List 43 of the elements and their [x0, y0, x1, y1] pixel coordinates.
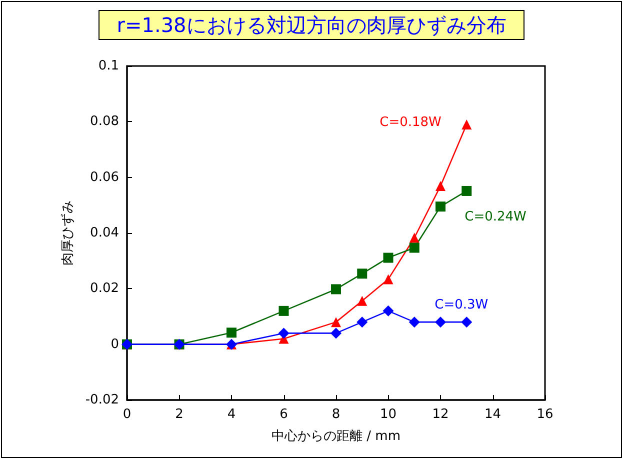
- point: [357, 296, 368, 306]
- x-tick-label: 10: [380, 407, 397, 422]
- point: [226, 328, 236, 338]
- point: [436, 202, 446, 212]
- point: [383, 252, 394, 263]
- point: [461, 316, 472, 328]
- y-tick-label: 0.02: [90, 281, 119, 296]
- point: [408, 316, 420, 328]
- point: [383, 274, 394, 284]
- x-tick-label: 6: [280, 407, 288, 422]
- point: [435, 316, 446, 328]
- point: [409, 242, 420, 253]
- y-axis-title: 肉厚ひずみ: [60, 200, 76, 266]
- x-tick-label: 14: [484, 407, 502, 422]
- point: [331, 317, 341, 328]
- point: [357, 268, 368, 279]
- point: [409, 232, 420, 243]
- x-tick-label: 2: [175, 407, 184, 422]
- series-label: C=0.18W: [380, 114, 442, 130]
- point: [382, 305, 394, 316]
- x-tick-label: 0: [122, 407, 132, 422]
- point: [331, 284, 341, 294]
- series-label: C=0.24W: [464, 209, 527, 224]
- y-tick-label: 0.08: [90, 114, 119, 130]
- y-tick-label: 0.06: [90, 170, 119, 185]
- y-tick-label: 0.04: [90, 226, 119, 240]
- point: [278, 306, 289, 316]
- y-tick-label: 0: [110, 336, 119, 352]
- y-tick-label: -0.02: [85, 392, 119, 408]
- x-tick-label: 8: [332, 407, 340, 422]
- point: [278, 328, 290, 339]
- point: [462, 119, 472, 130]
- point: [356, 316, 368, 328]
- point: [436, 180, 446, 191]
- x-tick-label: 16: [536, 407, 554, 422]
- x-tick-label: 4: [227, 407, 236, 422]
- x-axis-title: 中心からの距離 / mm: [272, 428, 400, 444]
- series-label: C=0.3W: [434, 298, 488, 313]
- x-tick-label: 12: [432, 407, 449, 422]
- point: [330, 328, 342, 339]
- y-tick-label: 0.1: [98, 58, 119, 74]
- chart-title: r=1.38における対辺方向の肉厚ひずみ分布: [116, 13, 506, 37]
- point: [462, 186, 472, 196]
